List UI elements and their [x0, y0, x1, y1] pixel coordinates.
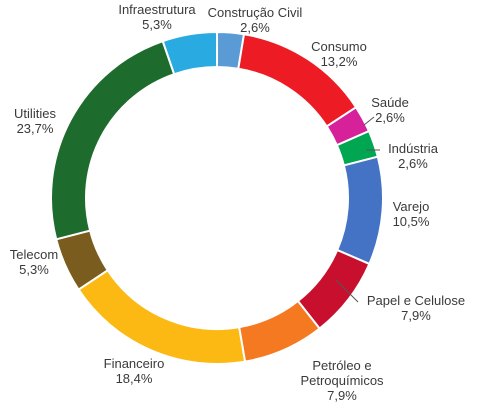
category-label: Consumo: [311, 39, 367, 54]
slice-labels: Construção Civil2,6%Consumo13,2%Saúde2,6…: [10, 2, 465, 403]
value-label: 18,4%: [116, 371, 153, 386]
value-label: 2,6%: [398, 156, 428, 171]
value-label: 7,9%: [327, 388, 357, 403]
value-label: 5,3%: [19, 262, 49, 277]
leader-lines: [335, 116, 380, 303]
slice-utilities: [50, 39, 176, 241]
category-label: Construção Civil: [208, 5, 303, 20]
category-label: Utilities: [14, 106, 56, 121]
leader-saude: [363, 116, 375, 126]
slice-varejo: [335, 155, 384, 266]
value-label: 7,9%: [401, 308, 431, 323]
slice-infraestrutura: [161, 30, 218, 76]
value-label: 13,2%: [321, 54, 358, 69]
category-label: Infraestrutura: [118, 2, 196, 17]
category-label: Financeiro: [104, 356, 165, 371]
value-label: 5,3%: [142, 17, 172, 32]
value-label: 23,7%: [17, 121, 54, 136]
leader-papel-e-celulose: [335, 279, 359, 303]
value-label: 10,5%: [393, 214, 430, 229]
category-label: Indústria: [388, 141, 439, 156]
value-label: 2,6%: [375, 110, 405, 125]
donut-slices: [50, 30, 384, 365]
category-label: Saúde: [371, 95, 409, 110]
category-label: Telecom: [10, 247, 58, 262]
slice-financeiro: [77, 268, 247, 365]
category-label: Petróleo e: [312, 358, 371, 373]
value-label: 2,6%: [240, 20, 270, 35]
category-label: Papel e Celulose: [367, 293, 465, 308]
category-label: Petroquímicos: [300, 373, 384, 388]
category-label: Varejo: [393, 199, 430, 214]
